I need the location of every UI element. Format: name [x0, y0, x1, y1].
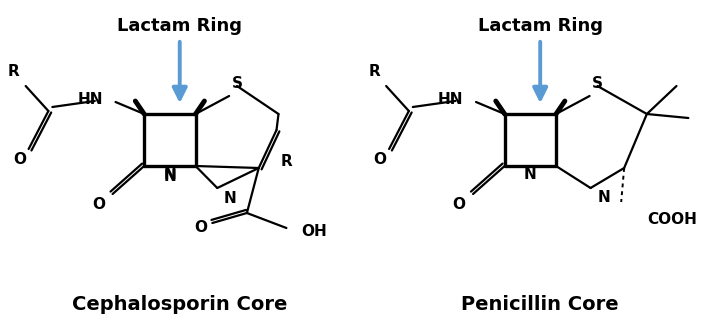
Text: O: O: [92, 196, 105, 212]
Text: N: N: [164, 167, 176, 182]
Text: N: N: [223, 191, 236, 206]
Text: R: R: [8, 63, 20, 79]
Text: Lactam Ring: Lactam Ring: [118, 17, 242, 35]
Text: Lactam Ring: Lactam Ring: [478, 17, 603, 35]
Text: O: O: [452, 196, 466, 212]
Text: Penicillin Core: Penicillin Core: [462, 295, 619, 314]
Text: HN: HN: [438, 91, 463, 107]
Text: S: S: [592, 75, 603, 90]
Text: Cephalosporin Core: Cephalosporin Core: [72, 295, 287, 314]
Text: OH: OH: [301, 223, 327, 239]
Text: N: N: [164, 169, 176, 184]
Text: R: R: [368, 63, 380, 79]
Text: COOH: COOH: [647, 213, 697, 228]
Text: N: N: [598, 190, 610, 205]
Text: R: R: [280, 154, 292, 168]
Text: HN: HN: [77, 91, 103, 107]
Text: S: S: [232, 75, 243, 90]
Text: O: O: [13, 151, 26, 166]
Text: O: O: [194, 221, 207, 235]
Text: N: N: [524, 167, 537, 182]
Text: O: O: [374, 151, 387, 166]
